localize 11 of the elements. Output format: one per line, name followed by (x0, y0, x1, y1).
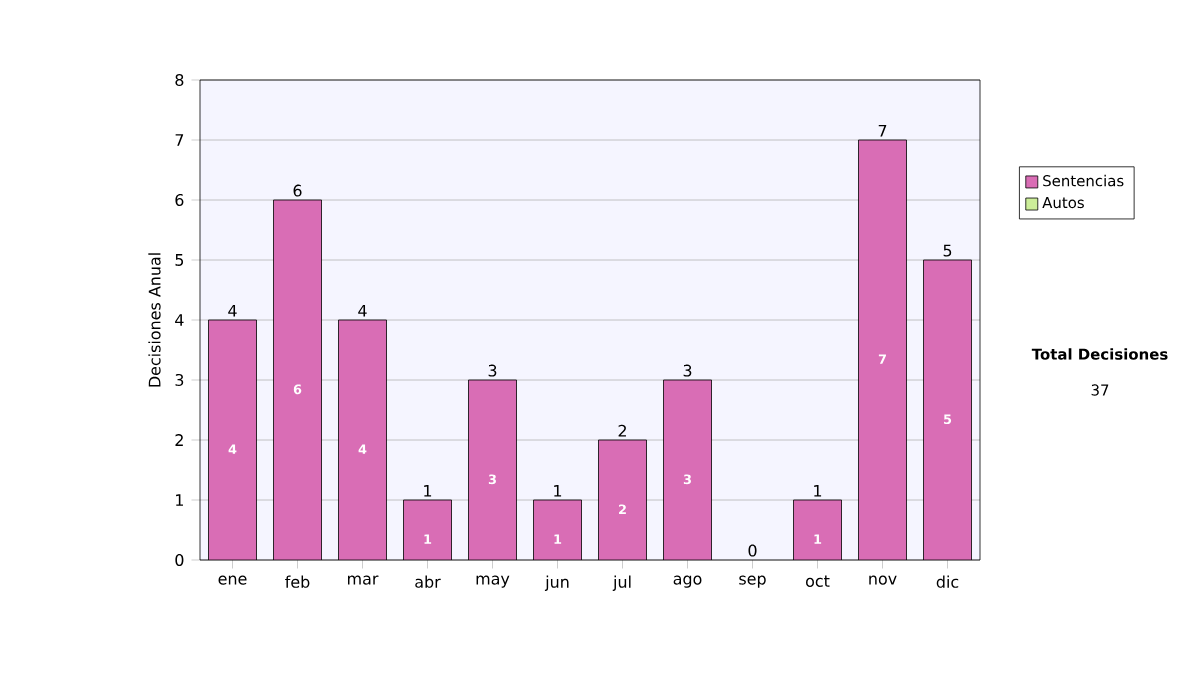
bar (663, 380, 712, 560)
bar (923, 259, 972, 560)
bar (793, 499, 842, 560)
bar (598, 440, 647, 560)
bar (468, 380, 517, 560)
bar (403, 500, 452, 560)
bar (533, 500, 582, 560)
bar (273, 200, 322, 560)
bar (208, 320, 257, 560)
bar (858, 139, 907, 560)
bar (338, 320, 387, 560)
